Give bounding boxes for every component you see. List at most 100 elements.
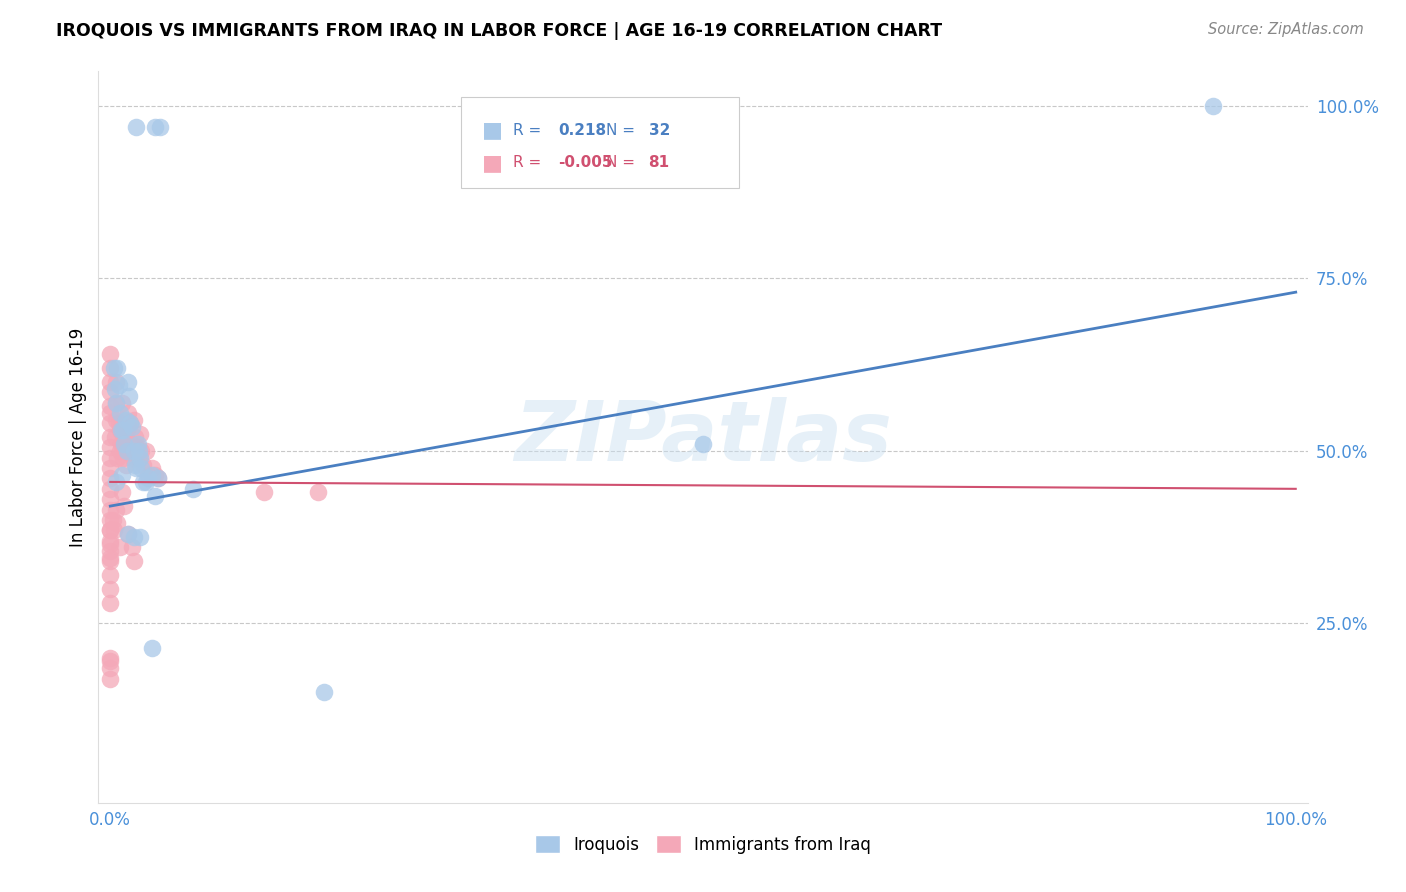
Text: N =: N = xyxy=(606,155,636,170)
Point xyxy=(121,541,143,555)
Point xyxy=(98,441,121,455)
Point xyxy=(121,450,143,465)
Point xyxy=(98,568,121,582)
Point xyxy=(98,550,121,565)
Point xyxy=(114,443,136,458)
Point xyxy=(101,513,124,527)
Point xyxy=(105,395,128,409)
Point xyxy=(105,502,128,516)
Point xyxy=(98,417,121,431)
Point xyxy=(98,450,121,465)
Point xyxy=(104,430,127,444)
Legend: Iroquois, Immigrants from Iraq: Iroquois, Immigrants from Iraq xyxy=(529,829,877,860)
Point xyxy=(98,406,121,420)
Point xyxy=(117,419,139,434)
Point xyxy=(124,458,146,472)
Point xyxy=(146,471,169,485)
Point xyxy=(117,406,139,420)
Point xyxy=(125,461,148,475)
Point xyxy=(120,417,142,431)
Point xyxy=(118,441,141,455)
Point xyxy=(98,661,121,675)
Point xyxy=(122,530,145,544)
Point xyxy=(127,437,149,451)
Point xyxy=(98,492,121,507)
Point xyxy=(105,516,128,531)
Text: -0.005: -0.005 xyxy=(558,155,613,170)
Point xyxy=(98,651,121,665)
Point xyxy=(143,468,166,483)
Point xyxy=(135,443,157,458)
Point xyxy=(312,685,335,699)
Text: ■: ■ xyxy=(482,153,503,173)
Text: ZIPatlas: ZIPatlas xyxy=(515,397,891,477)
Point xyxy=(98,513,121,527)
Text: Source: ZipAtlas.com: Source: ZipAtlas.com xyxy=(1208,22,1364,37)
Point xyxy=(107,378,129,392)
Point xyxy=(125,441,148,455)
Point xyxy=(125,120,148,134)
Point xyxy=(98,471,121,485)
Point xyxy=(98,544,121,558)
Point xyxy=(98,523,121,537)
Point xyxy=(120,417,142,431)
Point xyxy=(98,537,121,551)
Point xyxy=(114,437,136,451)
Text: 0.218: 0.218 xyxy=(558,123,606,138)
Point xyxy=(127,441,149,455)
Text: ■: ■ xyxy=(482,120,503,141)
Point xyxy=(114,458,136,472)
Point xyxy=(98,375,121,389)
Point xyxy=(124,430,146,444)
Point xyxy=(1202,99,1225,113)
Point xyxy=(103,523,125,537)
Point xyxy=(181,482,204,496)
Point xyxy=(115,437,138,451)
Point xyxy=(149,120,172,134)
Point xyxy=(146,471,169,485)
Point xyxy=(129,426,152,441)
Text: IROQUOIS VS IMMIGRANTS FROM IRAQ IN LABOR FORCE | AGE 16-19 CORRELATION CHART: IROQUOIS VS IMMIGRANTS FROM IRAQ IN LABO… xyxy=(56,22,942,40)
Point xyxy=(114,426,136,441)
Point xyxy=(110,423,132,437)
Point xyxy=(128,450,150,465)
Point xyxy=(136,471,159,485)
FancyBboxPatch shape xyxy=(461,97,740,188)
Text: N =: N = xyxy=(606,123,636,138)
Point xyxy=(117,526,139,541)
Point xyxy=(115,443,138,458)
Point xyxy=(98,361,121,376)
Point xyxy=(98,502,121,516)
Point xyxy=(132,458,155,472)
Point xyxy=(128,443,150,458)
Point xyxy=(132,475,155,489)
Point xyxy=(122,554,145,568)
Point xyxy=(129,450,152,465)
Point xyxy=(105,413,128,427)
Point xyxy=(103,361,125,376)
Point xyxy=(112,437,135,451)
Point xyxy=(141,468,163,483)
Point xyxy=(105,395,128,409)
Point xyxy=(105,375,128,389)
Point xyxy=(129,530,152,544)
Point xyxy=(98,533,121,548)
Point xyxy=(112,450,135,465)
Point xyxy=(121,437,143,451)
Point xyxy=(110,423,132,437)
Point xyxy=(98,482,121,496)
Point xyxy=(108,443,131,458)
Point xyxy=(143,489,166,503)
Point xyxy=(98,654,121,668)
Point xyxy=(98,430,121,444)
Point xyxy=(141,461,163,475)
Point xyxy=(108,541,131,555)
Point xyxy=(118,389,141,403)
Point xyxy=(98,672,121,686)
Point xyxy=(112,423,135,437)
Point xyxy=(136,468,159,483)
Point xyxy=(98,523,121,537)
Point xyxy=(105,475,128,489)
Point xyxy=(117,526,139,541)
Point xyxy=(114,499,136,513)
